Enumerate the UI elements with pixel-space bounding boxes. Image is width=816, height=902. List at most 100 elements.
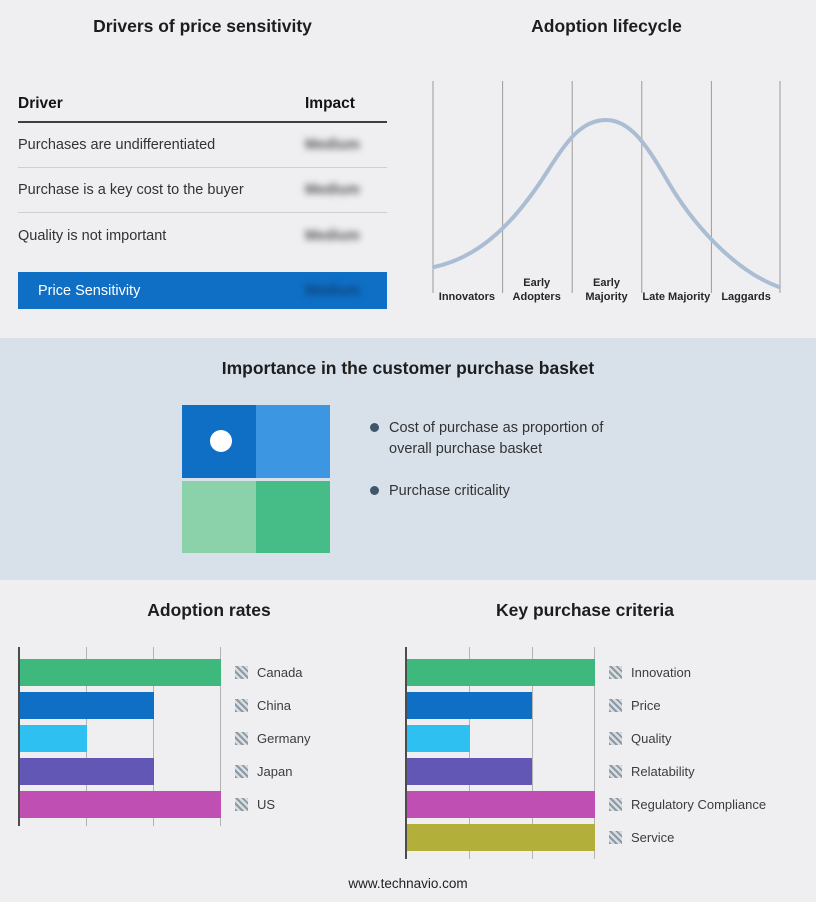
bell-curve-path (432, 117, 781, 289)
legend-item: Service (609, 824, 766, 851)
hatch-swatch-icon (235, 798, 248, 811)
website-url: www.technavio.com (348, 876, 468, 891)
adoption-rates-chart: Adoption rates Canada China Germany Japa… (18, 600, 400, 826)
hatch-swatch-icon (609, 699, 622, 712)
legend-item: US (235, 791, 310, 818)
key-purchase-criteria-plot (405, 647, 595, 859)
legend-label: Innovation (631, 665, 691, 680)
purchase-basket-quadrant (182, 405, 330, 553)
stage-label-innovators: Innovators (438, 290, 496, 303)
legend-label: Quality (631, 731, 672, 746)
impact-value-blurred: Medium (305, 182, 360, 198)
legend-label: Germany (257, 731, 311, 746)
bullet-item: Cost of purchase as proportion of overal… (370, 418, 634, 459)
drivers-table-header: Driver Impact (18, 95, 387, 123)
legend-label: China (257, 698, 291, 713)
impact-value-blurred: Medium (305, 137, 360, 153)
hatch-swatch-icon (235, 732, 248, 745)
stage-label-late-majority: Late Majority (642, 290, 711, 303)
legend-label: Price (631, 698, 661, 713)
legend-label: Regulatory Compliance (631, 797, 767, 812)
adoption-rates-legend: Canada China Germany Japan US (221, 647, 310, 826)
legend-item: Canada (235, 659, 310, 686)
gridline (469, 647, 470, 859)
legend-label: US (257, 797, 276, 812)
legend-item: Germany (235, 725, 310, 752)
bar-us (20, 791, 221, 818)
bell-curve-svg (432, 81, 781, 293)
bar-china (20, 692, 154, 719)
legend-label: Relatability (631, 764, 695, 779)
hatch-swatch-icon (609, 798, 622, 811)
bar-price (407, 692, 533, 719)
bullet-dot-icon (370, 423, 379, 432)
hatch-swatch-icon (235, 666, 248, 679)
quadrant-cell-bottom-right (256, 480, 330, 553)
legend-item: Japan (235, 758, 310, 785)
table-row: Quality is not important Medium (18, 213, 387, 258)
quadrant-cell-bottom-left (182, 480, 256, 553)
table-row: Purchases are undifferentiated Medium (18, 123, 387, 168)
legend-item: China (235, 692, 310, 719)
price-sensitivity-banner: Price Sensitivity Medium (18, 272, 387, 309)
purchase-basket-bullets: Cost of purchase as proportion of overal… (370, 418, 634, 524)
hatch-swatch-icon (609, 831, 622, 844)
drivers-table: Driver Impact Purchases are undifferenti… (18, 95, 387, 258)
gridline (594, 647, 595, 859)
purchase-basket-title: Importance in the customer purchase bask… (221, 358, 595, 378)
bullet-item: Purchase criticality (370, 481, 634, 502)
quadrant-marker-dot (210, 430, 232, 452)
legend-item: Relatability (609, 758, 766, 785)
hatch-swatch-icon (235, 765, 248, 778)
bar-service (407, 824, 595, 851)
lifecycle-title: Adoption lifecycle (531, 16, 682, 36)
bar-regulatory-compliance (407, 791, 595, 818)
drivers-title: Drivers of price sensitivity (93, 16, 312, 36)
bar-relatability (407, 758, 533, 785)
legend-label: Service (631, 830, 675, 845)
bullet-text: Purchase criticality (389, 483, 510, 500)
legend-item: Price (609, 692, 766, 719)
adoption-rates-title: Adoption rates (147, 600, 271, 620)
driver-label: Purchases are undifferentiated (18, 137, 216, 153)
legend-item: Regulatory Compliance (609, 791, 766, 818)
lifecycle-stage-labels: Innovators Early Adopters Early Majority… (432, 277, 781, 305)
adoption-lifecycle-panel: Adoption lifecycle Innovators Early Adop… (432, 16, 781, 305)
bar-japan (20, 758, 154, 785)
bar-quality (407, 725, 470, 752)
hatch-swatch-icon (609, 666, 622, 679)
key-purchase-criteria-title: Key purchase criteria (495, 600, 674, 620)
legend-label: Japan (257, 764, 293, 779)
column-header-impact: Impact (305, 95, 355, 112)
legend-item: Innovation (609, 659, 766, 686)
column-header-driver: Driver (18, 95, 63, 112)
stage-label-early-majority: Early Majority (585, 277, 628, 303)
table-row: Purchase is a key cost to the buyer Medi… (18, 168, 387, 213)
hatch-swatch-icon (609, 732, 622, 745)
bullet-dot-icon (370, 486, 379, 496)
banner-impact-value-blurred: Medium (305, 282, 360, 299)
key-purchase-criteria-chart: Key purchase criteria Innovation Price (405, 600, 800, 859)
bar-canada (20, 659, 221, 686)
gridline (220, 647, 221, 826)
banner-label: Price Sensitivity (38, 282, 141, 299)
impact-value-blurred: Medium (305, 227, 360, 244)
purchase-basket-band: Importance in the customer purchase bask… (0, 338, 816, 580)
bullet-text: Cost of purchase as proportion of overal… (389, 420, 604, 457)
gridline (532, 647, 533, 859)
bar-germany (20, 725, 87, 752)
stage-label-laggards: Laggards (721, 290, 771, 303)
stage-label-early-adopters: Early Adopters (512, 277, 561, 303)
key-purchase-criteria-legend: Innovation Price Quality Relatability Re… (595, 647, 766, 859)
quadrant-cell-top-right (256, 405, 330, 478)
adoption-rates-plot (18, 647, 221, 826)
driver-label: Quality is not important (18, 227, 167, 244)
hatch-swatch-icon (609, 765, 622, 778)
driver-label: Purchase is a key cost to the buyer (18, 182, 244, 198)
bar-innovation (407, 659, 595, 686)
hatch-swatch-icon (235, 699, 248, 712)
gridline (153, 647, 154, 826)
lifecycle-chart: Innovators Early Adopters Early Majority… (432, 81, 781, 305)
drivers-panel: Drivers of price sensitivity Driver Impa… (18, 16, 387, 309)
